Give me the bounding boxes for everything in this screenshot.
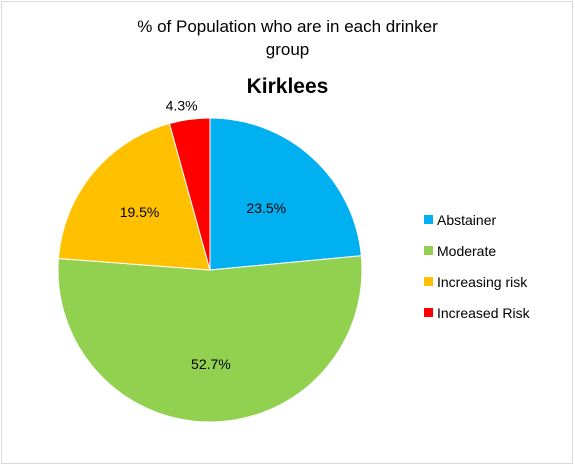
legend-swatch-abstainer bbox=[424, 215, 433, 224]
pie-slice-moderate bbox=[57, 255, 363, 423]
legend-label-moderate: Moderate bbox=[437, 242, 497, 259]
chart-title-line-1: % of Population who are in each drinker bbox=[137, 17, 438, 36]
data-label-abstainer: 23.5% bbox=[246, 200, 286, 216]
data-label-moderate: 52.7% bbox=[191, 356, 231, 372]
pie-slice-abstainer bbox=[209, 117, 362, 271]
pie-slice-increasing-risk bbox=[57, 122, 211, 271]
legend-label-abstainer: Abstainer bbox=[437, 211, 497, 228]
data-label-increasing-risk: 19.5% bbox=[120, 204, 160, 220]
pie-slice-increased-risk bbox=[168, 117, 211, 271]
legend-item-increased-risk: Increased Risk bbox=[424, 301, 530, 324]
legend-item-increasing-risk: Increasing risk bbox=[424, 270, 530, 293]
legend-label-increased-risk: Increased Risk bbox=[437, 304, 530, 321]
legend-swatch-moderate bbox=[424, 246, 433, 255]
legend-item-moderate: Moderate bbox=[424, 239, 530, 262]
data-label-increased-risk: 4.3% bbox=[166, 98, 198, 114]
legend-item-abstainer: Abstainer bbox=[424, 208, 530, 231]
chart-title-line-2: group bbox=[265, 40, 310, 59]
legend-label-increasing-risk: Increasing risk bbox=[437, 273, 528, 290]
legend-swatch-increasing-risk bbox=[424, 277, 433, 286]
chart-legend: Abstainer Moderate Increasing risk Incre… bbox=[424, 208, 530, 332]
chart-subtitle: Kirklees bbox=[246, 75, 329, 98]
legend-swatch-increased-risk bbox=[424, 308, 433, 317]
